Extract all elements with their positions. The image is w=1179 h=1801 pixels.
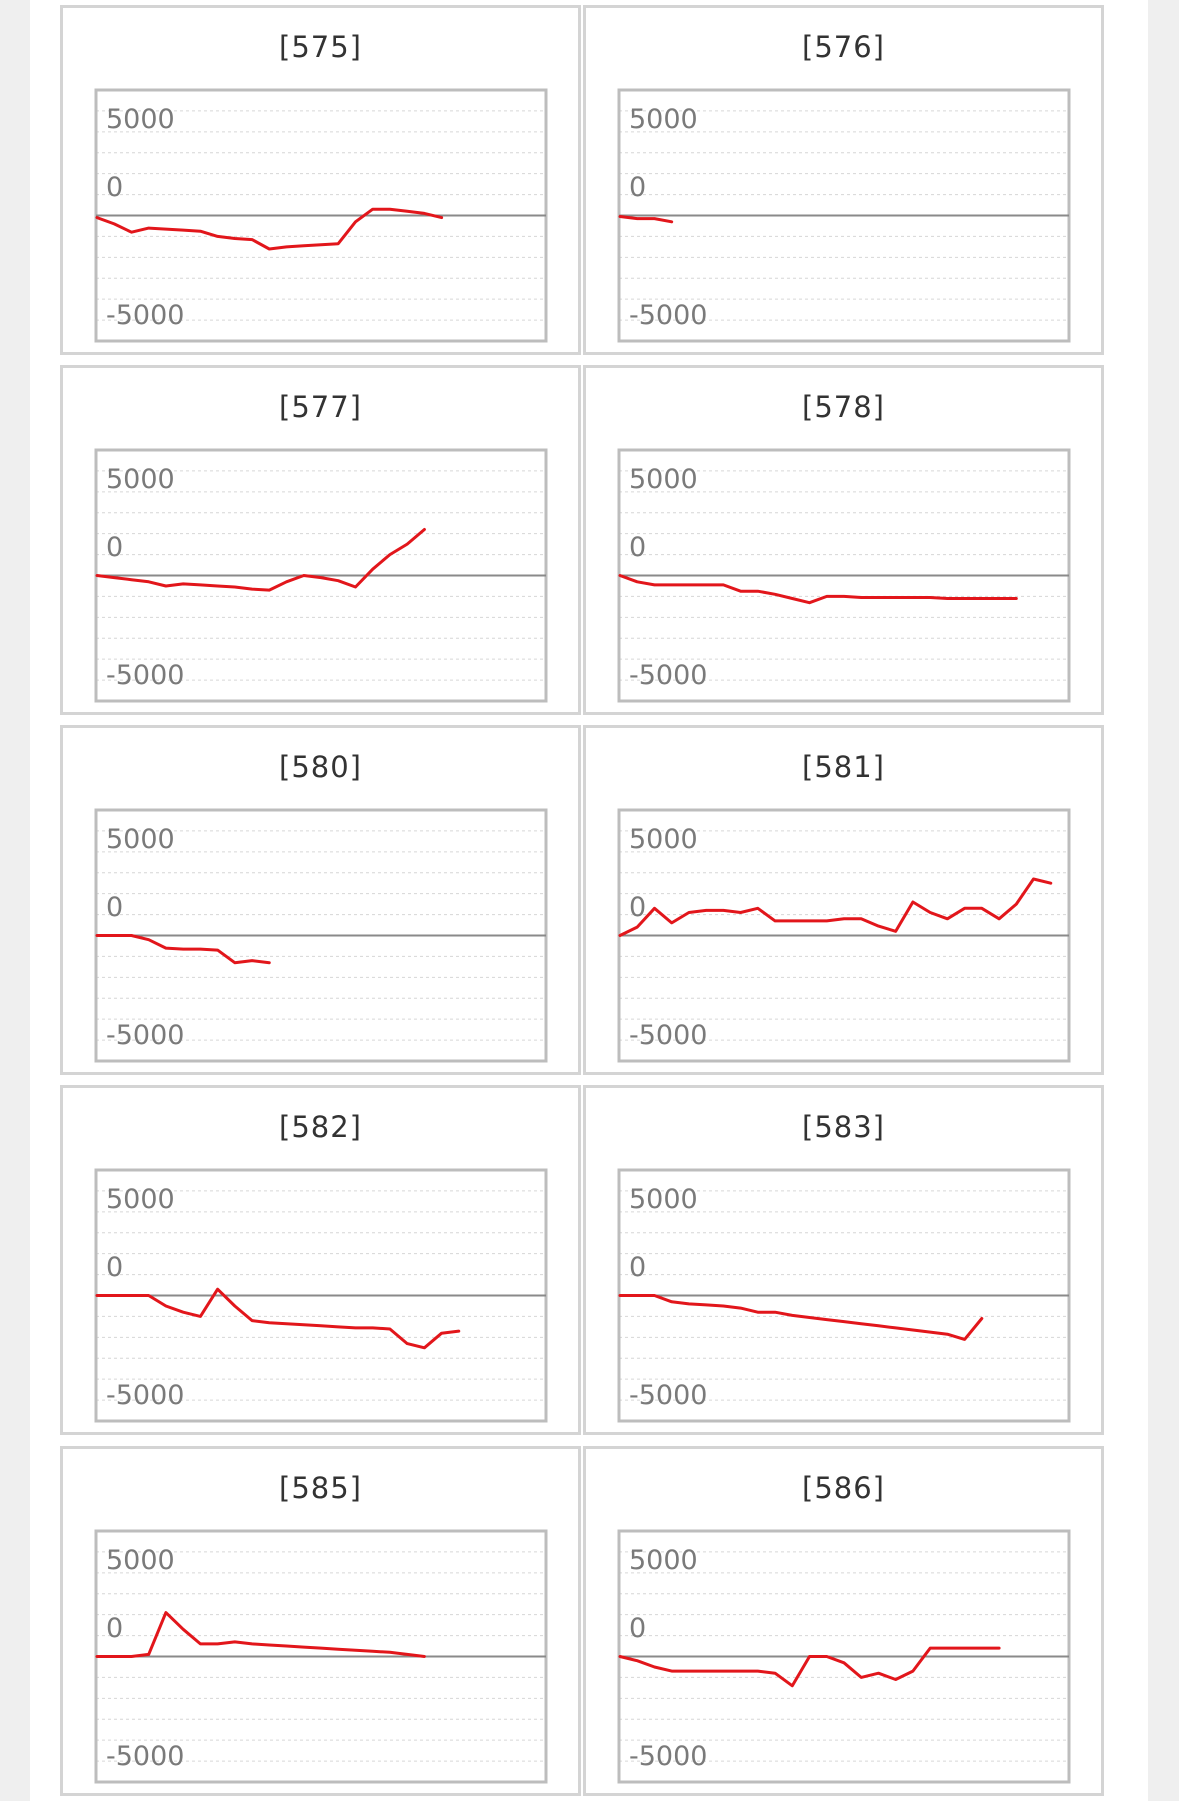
y-tick-label: -5000: [106, 300, 184, 331]
chart-card: [577] 5000 0 -5000: [60, 365, 581, 715]
line-chart: 5000 0 -5000: [617, 448, 1071, 703]
line-chart: 5000 0 -5000: [94, 448, 548, 703]
series-line: [95, 934, 271, 965]
chart-title: [580]: [279, 750, 362, 784]
chart-card: [576] 5000 0 -5000: [583, 5, 1104, 355]
series-line: [618, 574, 1018, 605]
chart-title: [581]: [802, 750, 885, 784]
y-tick-label: -5000: [106, 1380, 184, 1411]
line-chart: 5000 0 -5000: [617, 88, 1071, 343]
chart-card: [580] 5000 0 -5000: [60, 725, 581, 1075]
series-line: [95, 1611, 426, 1658]
line-chart: 5000 0 -5000: [617, 1168, 1071, 1423]
chart-card: [586] 5000 0 -5000: [583, 1446, 1104, 1796]
chart-card: [583] 5000 0 -5000: [583, 1085, 1104, 1435]
y-tick-label: -5000: [106, 660, 184, 691]
y-tick-label: -5000: [629, 1020, 707, 1051]
y-tick-label: -5000: [106, 1020, 184, 1051]
y-tick-label: 5000: [106, 824, 175, 855]
y-tick-label: 5000: [629, 464, 698, 495]
y-tick-label: 0: [629, 1252, 646, 1283]
line-chart: 5000 0 -5000: [617, 808, 1071, 1063]
series-line: [95, 1287, 461, 1350]
chart-card: [575] 5000 0 -5000: [60, 5, 581, 355]
y-tick-label: -5000: [629, 1380, 707, 1411]
line-chart: 5000 0 -5000: [617, 1529, 1071, 1784]
chart-title: [577]: [279, 390, 362, 424]
y-tick-label: 5000: [106, 1545, 175, 1576]
y-tick-label: 5000: [629, 1184, 698, 1215]
y-tick-label: -5000: [106, 1741, 184, 1772]
y-tick-label: 0: [629, 172, 646, 203]
series-line: [95, 207, 444, 251]
y-tick-label: -5000: [629, 660, 707, 691]
chart-page: [575] 5000 0 -5000 [576] 5000 0 -5000 [577] 5000 0…: [30, 0, 1148, 1801]
y-tick-label: 5000: [106, 104, 175, 135]
y-tick-label: 0: [106, 172, 123, 203]
chart-title: [578]: [802, 390, 885, 424]
y-tick-label: 5000: [629, 824, 698, 855]
y-tick-label: 5000: [106, 1184, 175, 1215]
chart-title: [583]: [802, 1110, 885, 1144]
series-line: [618, 1646, 1001, 1688]
chart-card: [581] 5000 0 -5000: [583, 725, 1104, 1075]
chart-title: [582]: [279, 1110, 362, 1144]
chart-title: [576]: [802, 30, 885, 64]
chart-card: [578] 5000 0 -5000: [583, 365, 1104, 715]
line-chart: 5000 0 -5000: [94, 808, 548, 1063]
y-tick-label: 0: [106, 1252, 123, 1283]
line-chart: 5000 0 -5000: [94, 1168, 548, 1423]
series-line: [618, 877, 1053, 937]
series-line: [95, 528, 426, 592]
y-tick-label: 0: [629, 892, 646, 923]
y-tick-label: 5000: [629, 1545, 698, 1576]
y-tick-label: 0: [629, 532, 646, 563]
y-tick-label: 0: [106, 1613, 123, 1644]
y-tick-label: -5000: [629, 1741, 707, 1772]
chart-card: [585] 5000 0 -5000: [60, 1446, 581, 1796]
y-tick-label: 0: [106, 532, 123, 563]
line-chart: 5000 0 -5000: [94, 1529, 548, 1784]
y-tick-label: -5000: [629, 300, 707, 331]
series-line: [618, 1294, 984, 1341]
y-tick-label: 5000: [106, 464, 175, 495]
y-tick-label: 5000: [629, 104, 698, 135]
chart-title: [586]: [802, 1471, 885, 1505]
y-tick-label: 0: [629, 1613, 646, 1644]
chart-card: [582] 5000 0 -5000: [60, 1085, 581, 1435]
chart-title: [585]: [279, 1471, 362, 1505]
chart-title: [575]: [279, 30, 362, 64]
line-chart: 5000 0 -5000: [94, 88, 548, 343]
y-tick-label: 0: [106, 892, 123, 923]
series-line: [618, 215, 674, 224]
